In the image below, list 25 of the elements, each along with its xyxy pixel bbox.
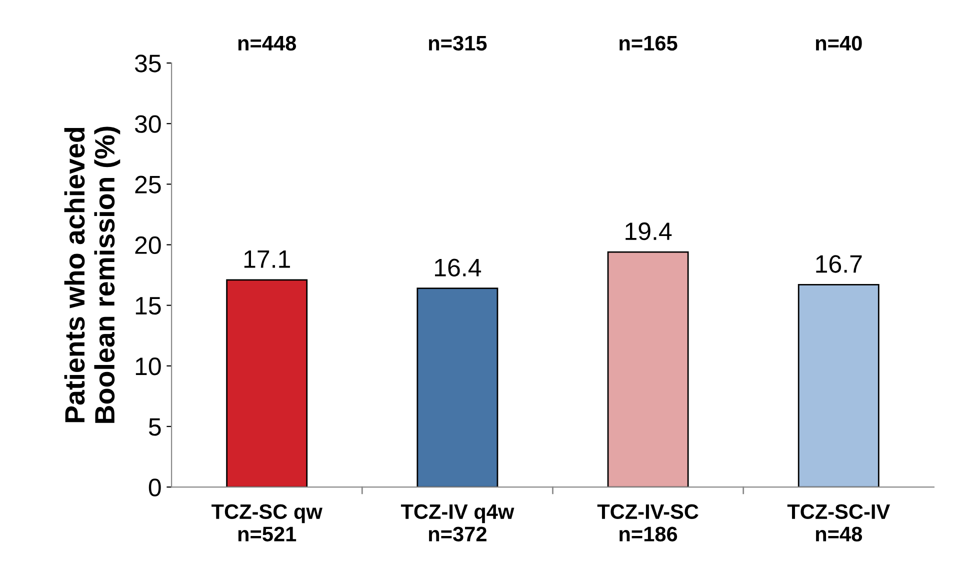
bar	[607, 251, 689, 488]
y-tick-label: 35	[134, 54, 161, 72]
text: n=165	[620, 36, 678, 51]
bar	[798, 284, 880, 488]
y-tick-label: 25	[135, 176, 161, 194]
x-tick-label: TCZ-IV-SC n=186	[597, 504, 698, 542]
bar	[416, 288, 498, 488]
y-axis-title: Patients who achieved Boolean remission (%)	[64, 126, 120, 423]
bar	[226, 279, 308, 488]
y-tick-label: 20	[135, 236, 161, 254]
y-tick-label: 15	[136, 297, 161, 315]
y-tick-label: 10	[136, 358, 161, 376]
text: n=448	[238, 36, 296, 51]
y-tick-label: 5	[148, 418, 161, 436]
x-tick-label: TCZ-SC qw n=521	[212, 504, 322, 542]
text: n=315	[428, 36, 487, 51]
data-label: 16.7	[816, 255, 862, 273]
x-tick-label: TCZ-IV q4w n=372	[400, 504, 514, 542]
data-label: 17.1	[244, 250, 290, 268]
data-label: 19.4	[626, 222, 672, 240]
y-tick-label: 0	[148, 478, 161, 496]
data-label: 16.4	[435, 258, 482, 276]
y-tick-label: 30	[134, 115, 161, 133]
text: n=40	[816, 36, 862, 51]
x-tick-label: TCZ-SC-IV n=48	[787, 504, 890, 542]
